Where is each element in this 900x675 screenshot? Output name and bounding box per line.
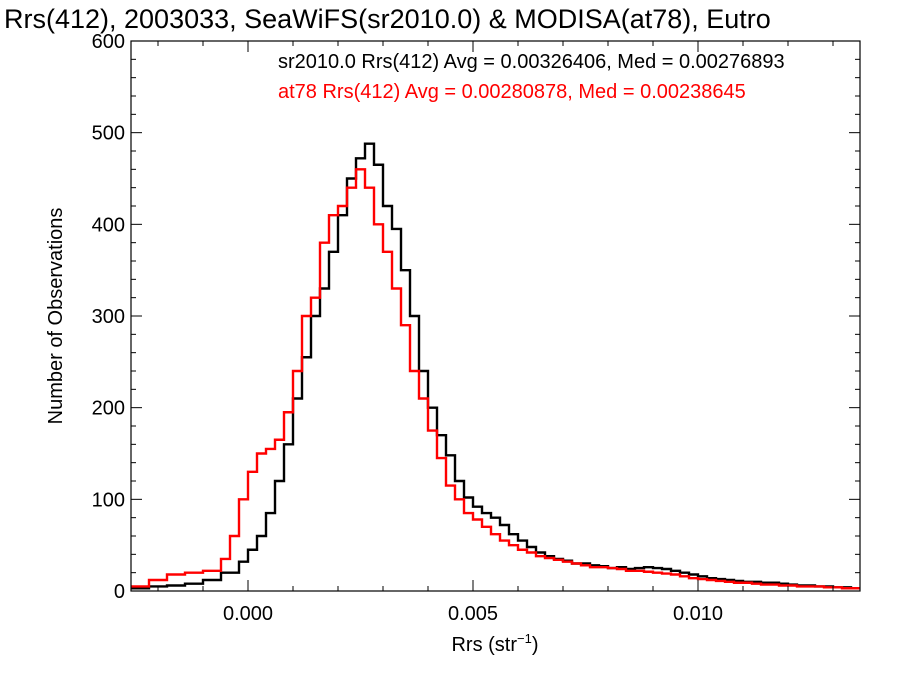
legend: sr2010.0 Rrs(412) Avg = 0.00326406, Med …	[278, 51, 785, 103]
series-at78-line	[131, 168, 860, 590]
y-tick-label: 500	[92, 123, 125, 145]
series-layer	[131, 142, 860, 590]
ticks-layer: 0.000 0.005 0.010 0 100 200 300 400 500 600	[92, 31, 860, 625]
x-axis-label-superscript: −1	[517, 631, 532, 646]
x-tick-label: 0.005	[448, 603, 498, 625]
y-tick-label: 300	[92, 306, 125, 328]
y-axis-label: Number of Observations	[45, 208, 67, 425]
chart-title: Rrs(412), 2003033, SeaWiFS(sr2010.0) & M…	[4, 4, 771, 34]
y-tick-label: 200	[92, 398, 125, 420]
x-tick-label: 0.010	[673, 603, 723, 625]
x-axis-label-main: Rrs (str	[451, 634, 517, 656]
y-tick-label: 400	[92, 214, 125, 236]
legend-entry-sr2010: sr2010.0 Rrs(412) Avg = 0.00326406, Med …	[278, 51, 785, 73]
legend-entry-at78: at78 Rrs(412) Avg = 0.00280878, Med = 0.…	[278, 81, 746, 103]
x-tick-label: 0.000	[223, 603, 273, 625]
x-axis-label: Rrs (str−1)	[451, 631, 538, 656]
y-tick-label: 600	[92, 31, 125, 53]
y-tick-label: 0	[114, 581, 125, 603]
y-tick-label: 100	[92, 489, 125, 511]
x-axis-label-close: )	[532, 634, 539, 656]
